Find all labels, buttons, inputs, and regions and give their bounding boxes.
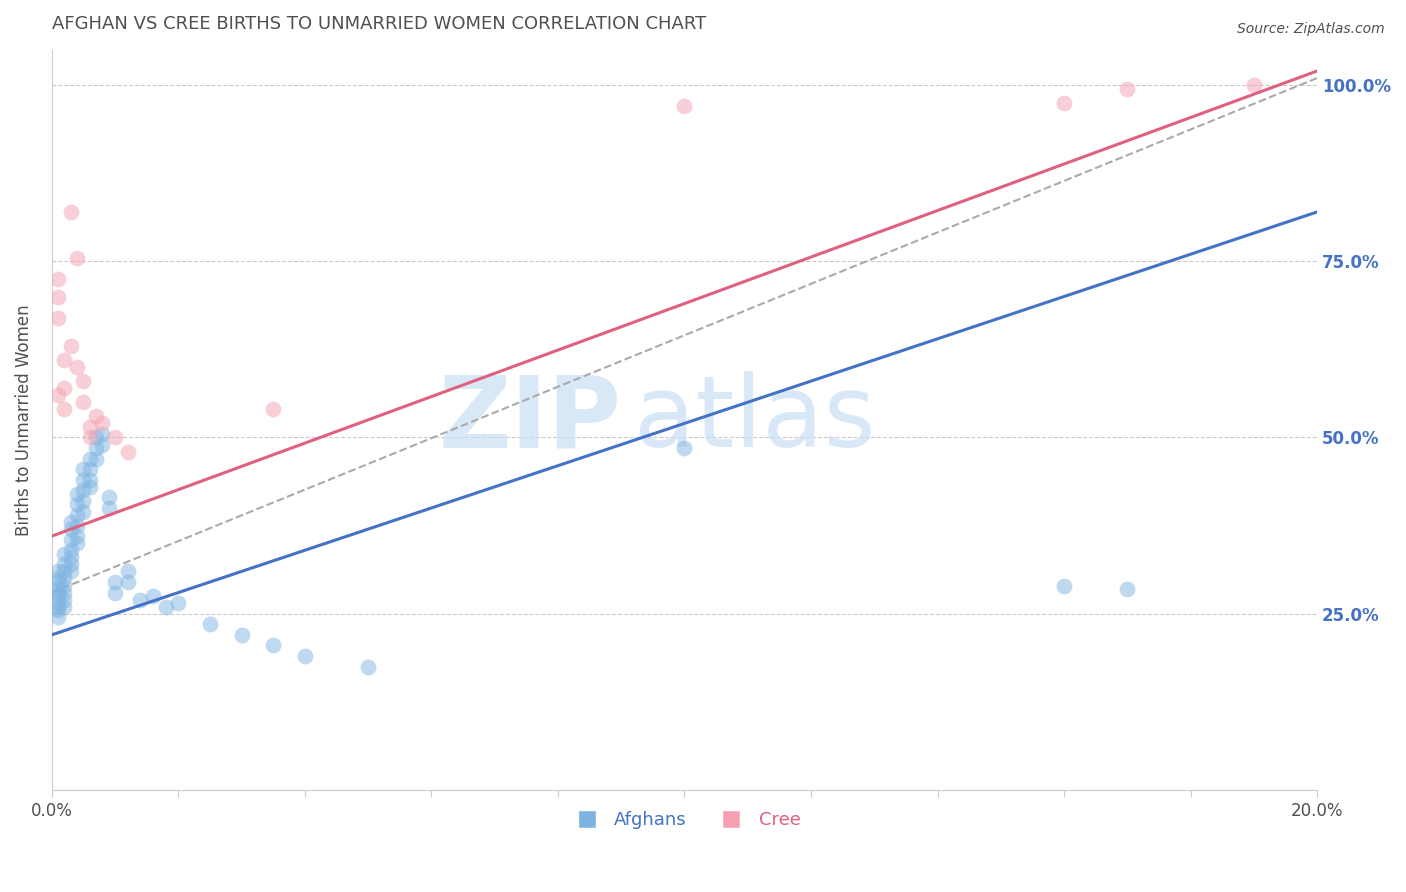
Point (59, 565, 82, 579)
Point (1053, 95, 1076, 110)
Point (59, 339, 82, 353)
Point (117, 574, 139, 589)
Point (262, 639, 284, 653)
Point (79, 462, 101, 476)
Point (72, 462, 94, 476)
Text: ZIP: ZIP (439, 371, 621, 468)
Point (79, 451, 101, 466)
Point (79, 480, 101, 494)
Point (59, 550, 82, 565)
Point (59, 533, 82, 547)
Point (46, 310, 69, 325)
Point (357, 659, 380, 673)
Point (59, 543, 82, 558)
Point (53, 578, 76, 592)
Point (66, 251, 89, 265)
Point (59, 515, 82, 529)
Point (84, 430, 107, 444)
Point (142, 589, 165, 603)
Point (294, 648, 316, 663)
Point (53, 402, 76, 417)
Point (104, 574, 127, 589)
Point (66, 359, 89, 374)
Point (46, 272, 69, 286)
Point (198, 617, 221, 632)
Point (1053, 578, 1076, 592)
Text: AFGHAN VS CREE BIRTHS TO UNMARRIED WOMEN CORRELATION CHART: AFGHAN VS CREE BIRTHS TO UNMARRIED WOMEN… (52, 15, 706, 33)
Point (91, 427, 114, 442)
Point (66, 529, 89, 543)
Point (97, 491, 120, 505)
Point (167, 596, 190, 610)
Point (46, 565, 69, 579)
Point (84, 451, 107, 466)
Point (53, 547, 76, 561)
Point (46, 582, 69, 596)
Point (117, 565, 139, 579)
Point (72, 504, 94, 518)
Point (46, 610, 69, 624)
Point (66, 487, 89, 501)
Point (1243, 78, 1265, 92)
Point (46, 589, 69, 603)
Point (97, 500, 120, 515)
Point (155, 599, 177, 614)
Point (66, 536, 89, 550)
Point (104, 585, 127, 599)
Point (46, 596, 69, 610)
Point (53, 592, 76, 607)
Point (46, 603, 69, 617)
Point (1116, 582, 1139, 596)
Y-axis label: Births to Unmarried Women: Births to Unmarried Women (15, 304, 32, 536)
Point (84, 409, 107, 424)
Point (53, 585, 76, 599)
Point (66, 518, 89, 533)
Legend: Afghans, Cree: Afghans, Cree (561, 804, 807, 837)
Point (79, 430, 101, 444)
Point (53, 381, 76, 395)
Point (53, 558, 76, 572)
Point (104, 430, 127, 444)
Point (79, 473, 101, 487)
Point (72, 473, 94, 487)
Point (46, 572, 69, 586)
Text: Source: ZipAtlas.com: Source: ZipAtlas.com (1237, 22, 1385, 37)
Point (59, 205, 82, 219)
Point (84, 441, 107, 455)
Point (53, 565, 76, 579)
Point (46, 599, 69, 614)
Point (59, 522, 82, 536)
Point (673, 99, 696, 113)
Point (72, 395, 94, 409)
Point (59, 558, 82, 572)
Point (66, 498, 89, 512)
Point (72, 494, 94, 508)
Point (72, 374, 94, 388)
Point (117, 444, 139, 458)
Point (46, 388, 69, 402)
Point (79, 420, 101, 434)
Point (673, 441, 696, 455)
Point (91, 437, 114, 451)
Point (46, 585, 69, 599)
Point (129, 592, 152, 607)
Point (53, 572, 76, 586)
Point (1116, 81, 1139, 95)
Point (262, 402, 284, 417)
Point (231, 628, 253, 642)
Point (53, 353, 76, 368)
Point (53, 599, 76, 614)
Point (72, 483, 94, 498)
Point (91, 417, 114, 431)
Point (66, 508, 89, 522)
Text: atlas: atlas (634, 371, 876, 468)
Point (46, 289, 69, 303)
Point (46, 574, 69, 589)
